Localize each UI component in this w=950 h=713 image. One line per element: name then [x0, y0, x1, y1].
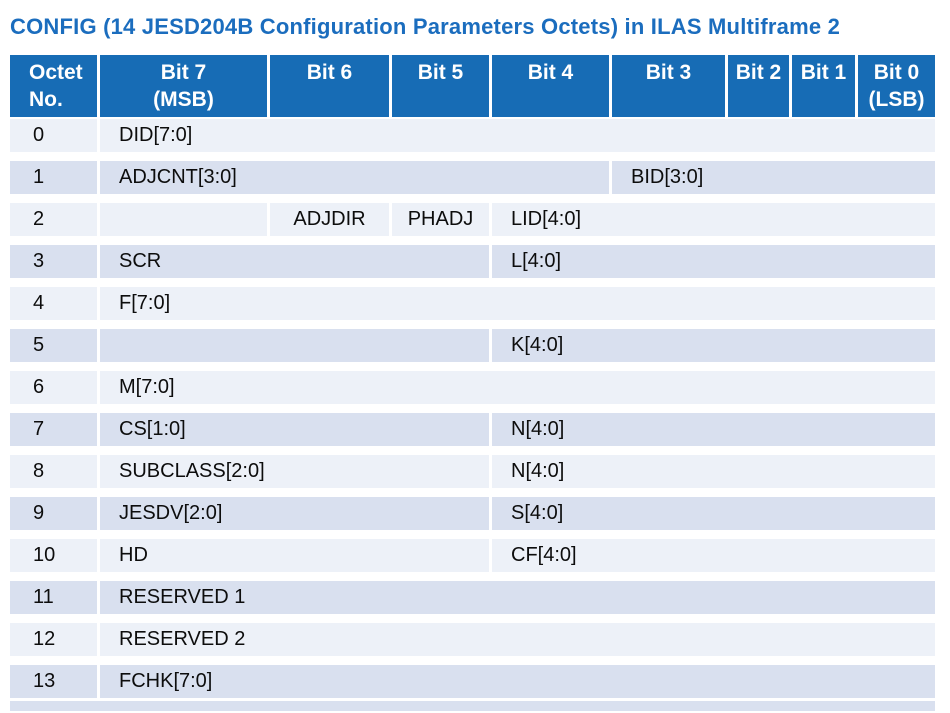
octet-number-cell: 9 [10, 497, 97, 530]
field-cell: FCHK[7:0] [100, 665, 935, 698]
field-cell: CS[1:0] [100, 413, 489, 446]
config-table: Octet No. Bit 7 (MSB) Bit 6 Bit 5 Bit 4 Bit 3… [10, 55, 935, 711]
field-cell: CF[4:0] [492, 539, 935, 572]
octet-number-cell: 7 [10, 413, 97, 446]
table-row-octet-1: 1 ADJCNT[3:0] BID[3:0] [10, 161, 935, 194]
field-cell: PHADJ [392, 203, 489, 236]
field-cell: ADJDIR [270, 203, 389, 236]
octet-number-cell: 12 [10, 623, 97, 656]
field-cell: SUBCLASS[2:0] [100, 455, 489, 488]
table-row-octet-0: 0 DID[7:0] [10, 119, 935, 152]
field-cell: L[4:0] [492, 245, 935, 278]
header-cell-bit-3: Bit 3 [612, 55, 725, 117]
octet-number-cell: 8 [10, 455, 97, 488]
table-row-octet-2: 2 ADJDIR PHADJ LID[4:0] [10, 203, 935, 236]
table-row-octet-4: 4 F[7:0] [10, 287, 935, 320]
octet-number-cell: 13 [10, 665, 97, 698]
field-cell: BID[3:0] [612, 161, 935, 194]
table-row-octet-9: 9 JESDV[2:0] S[4:0] [10, 497, 935, 530]
field-cell: N[4:0] [492, 413, 935, 446]
field-cell: JESDV[2:0] [100, 497, 489, 530]
octet-number-cell: 0 [10, 119, 97, 152]
table-row-octet-13: 13 FCHK[7:0] [10, 665, 935, 698]
octet-number-cell: 6 [10, 371, 97, 404]
header-cell-bit-0: Bit 0 (LSB) [858, 55, 935, 117]
field-cell: RESERVED 2 [100, 623, 935, 656]
bottom-edge-strip [10, 701, 935, 711]
field-cell: N[4:0] [492, 455, 935, 488]
field-cell [100, 329, 489, 362]
octet-number-cell: 2 [10, 203, 97, 236]
octet-number-cell: 5 [10, 329, 97, 362]
header-cell-bit-2: Bit 2 [728, 55, 789, 117]
header-cell-bit-5: Bit 5 [392, 55, 489, 117]
field-cell: LID[4:0] [492, 203, 935, 236]
octet-number-cell: 11 [10, 581, 97, 614]
field-cell: HD [100, 539, 489, 572]
field-cell: RESERVED 1 [100, 581, 935, 614]
table-row-octet-7: 7 CS[1:0] N[4:0] [10, 413, 935, 446]
field-cell: M[7:0] [100, 371, 935, 404]
header-cell-bit-6: Bit 6 [270, 55, 389, 117]
field-cell [100, 203, 267, 236]
header-row: Octet No. Bit 7 (MSB) Bit 6 Bit 5 Bit 4 Bit 3… [10, 55, 935, 117]
table-row-octet-10: 10 HD CF[4:0] [10, 539, 935, 572]
octet-number-cell: 4 [10, 287, 97, 320]
field-cell: DID[7:0] [100, 119, 935, 152]
octet-number-cell: 1 [10, 161, 97, 194]
page-title: CONFIG (14 JESD204B Configuration Parame… [10, 14, 841, 39]
table-row-octet-5: 5 K[4:0] [10, 329, 935, 362]
table-row-octet-3: 3 SCR L[4:0] [10, 245, 935, 278]
octet-number-cell: 3 [10, 245, 97, 278]
table-row-octet-11: 11 RESERVED 1 [10, 581, 935, 614]
table-body: 0 DID[7:0] 1 ADJCNT[3:0] BID[3:0] 2 ADJDIR PHAD… [10, 119, 935, 698]
header-cell-bit-7: Bit 7 (MSB) [100, 55, 267, 117]
header-cell-bit-1: Bit 1 [792, 55, 855, 117]
field-cell: S[4:0] [492, 497, 935, 530]
header-cell-octet-no: Octet No. [10, 55, 97, 117]
table-row-octet-12: 12 RESERVED 2 [10, 623, 935, 656]
field-cell: K[4:0] [492, 329, 935, 362]
table-row-octet-8: 8 SUBCLASS[2:0] N[4:0] [10, 455, 935, 488]
field-cell: F[7:0] [100, 287, 935, 320]
octet-number-cell: 10 [10, 539, 97, 572]
field-cell: ADJCNT[3:0] [100, 161, 609, 194]
field-cell: SCR [100, 245, 489, 278]
header-cell-bit-4: Bit 4 [492, 55, 609, 117]
table-row-octet-6: 6 M[7:0] [10, 371, 935, 404]
